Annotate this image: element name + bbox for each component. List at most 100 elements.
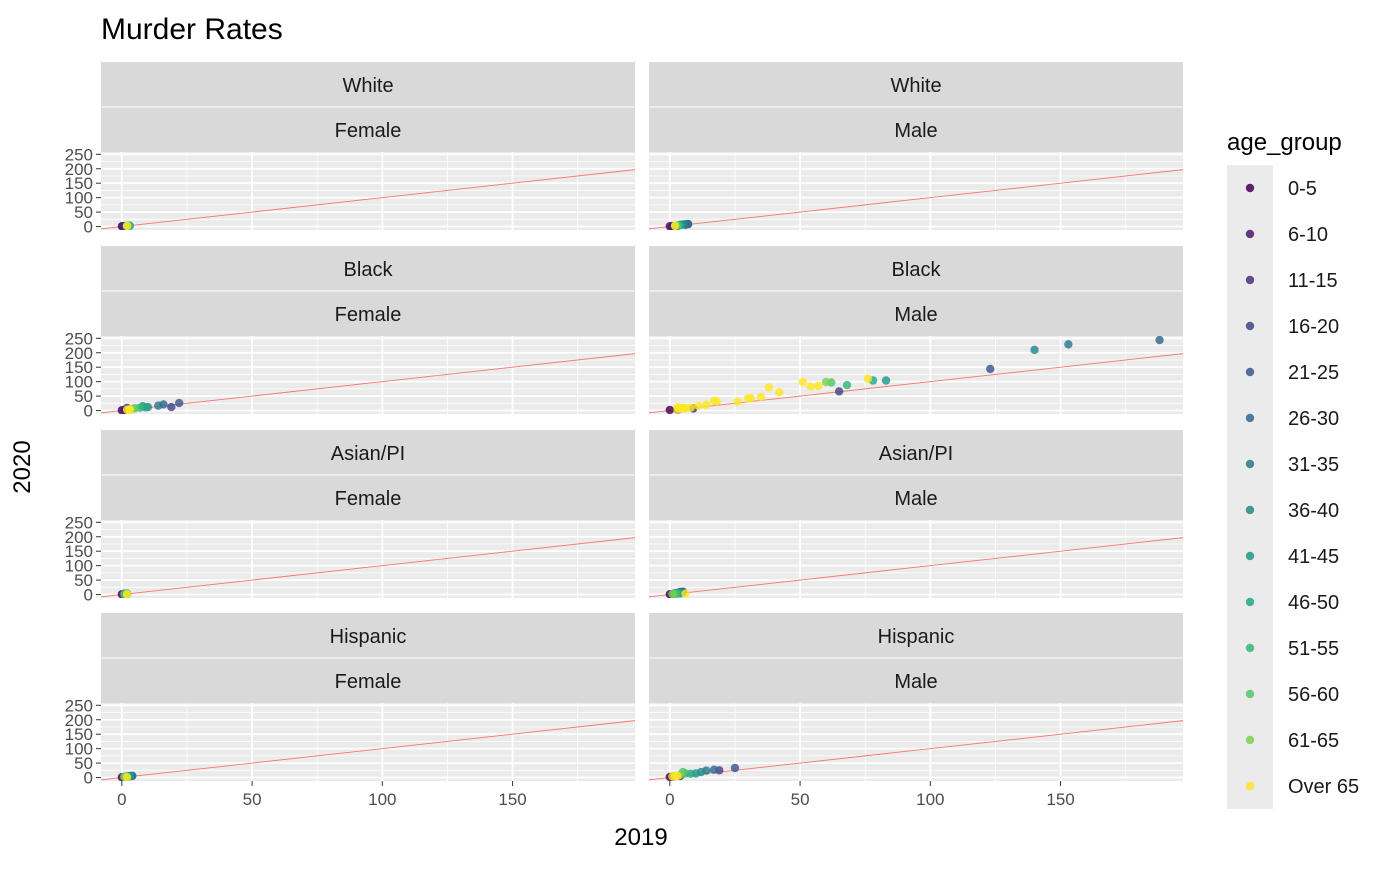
y-tick-label: 250 [65,329,93,348]
strip-sex-label: Female [335,304,402,326]
strip-race-label: Hispanic [330,626,407,648]
strip-race-bg [101,430,635,475]
data-point [673,402,682,412]
points-group [117,221,134,230]
points-group [117,589,132,598]
reference-line [101,353,635,414]
legend-key [1245,551,1255,561]
data-point [694,401,703,411]
data-point [764,383,774,392]
strip-sex-label: Male [894,120,937,142]
y-tick-label: 200 [65,711,93,730]
data-point [1064,340,1073,349]
panel-background [101,152,635,230]
data-point [863,374,873,383]
strip-sex-bg [649,107,1183,152]
legend-label: 46-50 [1288,592,1339,614]
legend-key [1245,781,1255,791]
y-tick-label: 200 [65,528,93,547]
data-point [1030,345,1039,355]
y-tick-label: 50 [74,203,93,222]
points-group [117,398,184,414]
strip-sex-label: Male [894,671,937,693]
panel-background [101,703,635,781]
legend-label: 26-30 [1288,408,1339,430]
y-tick-label: 0 [84,769,93,788]
legend-label: 36-40 [1288,500,1339,522]
data-point [881,376,891,385]
legend-label: 41-45 [1288,546,1339,568]
strip-race-label: White [890,75,941,97]
strip-race-bg [649,613,1183,658]
y-tick-label: 250 [65,513,93,532]
strip-sex-label: Female [335,120,402,142]
reference-line [649,537,1183,598]
y-axis-title: 2020 [9,440,36,493]
panel-background [649,152,1183,230]
legend-key [1245,275,1255,285]
y-tick-label: 50 [74,754,93,773]
data-point [702,400,711,409]
strip-race-bg [649,430,1183,475]
y-tick-label: 250 [65,696,93,715]
data-point [730,763,740,773]
legend-label: 11-15 [1288,270,1338,292]
legend-label: 16-20 [1288,316,1339,338]
y-tick-label: 150 [65,542,93,561]
data-point [709,765,719,774]
strip-sex-bg [101,107,635,152]
data-point [154,401,163,410]
legend-key [1245,735,1255,745]
data-point [806,382,815,391]
legend: age_group 0-5 6-10 11-15 16-20 21-25 26-30 31-… [1227,129,1359,809]
legend-title: age_group [1227,129,1342,156]
legend-key [1245,321,1255,331]
y-tick-label: 150 [65,725,93,744]
legend-key [1245,459,1255,469]
data-point [125,405,134,414]
strip-sex-bg [649,475,1183,520]
strip-sex-bg [649,291,1183,336]
strip-race-label: Black [892,259,942,281]
strip-race-bg [649,246,1183,291]
strip-sex-bg [101,291,635,336]
facet-panel: White Male [649,62,1183,230]
legend-label: 31-35 [1288,454,1339,476]
facet-panel: Hispanic Male 0 50 100 150 [649,613,1183,809]
y-tick-label: 0 [84,218,93,237]
panel-background [101,520,635,598]
data-point [665,405,675,414]
strip-race-label: White [342,75,393,97]
y-tick-label: 200 [65,344,93,363]
panel-background [649,336,1183,414]
strip-sex-bg [101,475,635,520]
x-axis-title: 2019 [614,824,667,851]
reference-line [649,169,1183,230]
data-point [709,396,719,405]
y-tick-label: 200 [65,160,93,179]
data-point [834,387,844,396]
y-tick-label: 100 [65,189,93,208]
legend-label: 56-60 [1288,684,1339,706]
data-point [775,388,784,397]
legend-key [1245,689,1255,699]
data-point [798,377,807,387]
strip-sex-label: Female [335,671,402,693]
legend-key [1245,597,1255,607]
legend-label: Over 65 [1288,776,1359,798]
strip-sex-label: Female [335,488,402,510]
strip-sex-bg [101,658,635,703]
y-tick-label: 100 [65,373,93,392]
strip-race-bg [101,613,635,658]
strip-race-label: Black [344,259,394,281]
data-point [842,380,852,390]
strip-race-label: Asian/PI [331,443,405,465]
reference-line [101,169,635,230]
data-point [670,221,680,230]
data-point [1155,336,1164,345]
